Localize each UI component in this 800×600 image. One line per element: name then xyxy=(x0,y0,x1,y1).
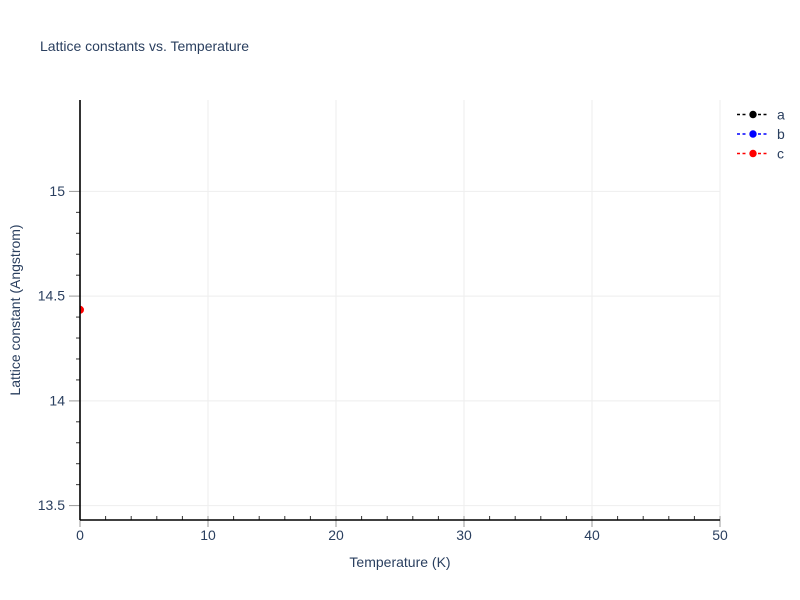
svg-text:10: 10 xyxy=(200,527,216,543)
svg-text:14: 14 xyxy=(49,393,65,409)
svg-text:14.5: 14.5 xyxy=(38,288,65,304)
svg-text:0: 0 xyxy=(76,527,84,543)
svg-text:20: 20 xyxy=(328,527,344,543)
svg-text:50: 50 xyxy=(712,527,728,543)
svg-text:b: b xyxy=(777,126,785,142)
svg-text:Lattice constant (Angstrom): Lattice constant (Angstrom) xyxy=(7,224,23,395)
svg-text:c: c xyxy=(777,146,784,162)
svg-text:40: 40 xyxy=(584,527,600,543)
svg-text:15: 15 xyxy=(49,183,65,199)
svg-text:30: 30 xyxy=(456,527,472,543)
svg-text:Temperature (K): Temperature (K) xyxy=(349,554,450,570)
svg-text:13.5: 13.5 xyxy=(38,497,65,513)
svg-text:a: a xyxy=(777,107,785,123)
